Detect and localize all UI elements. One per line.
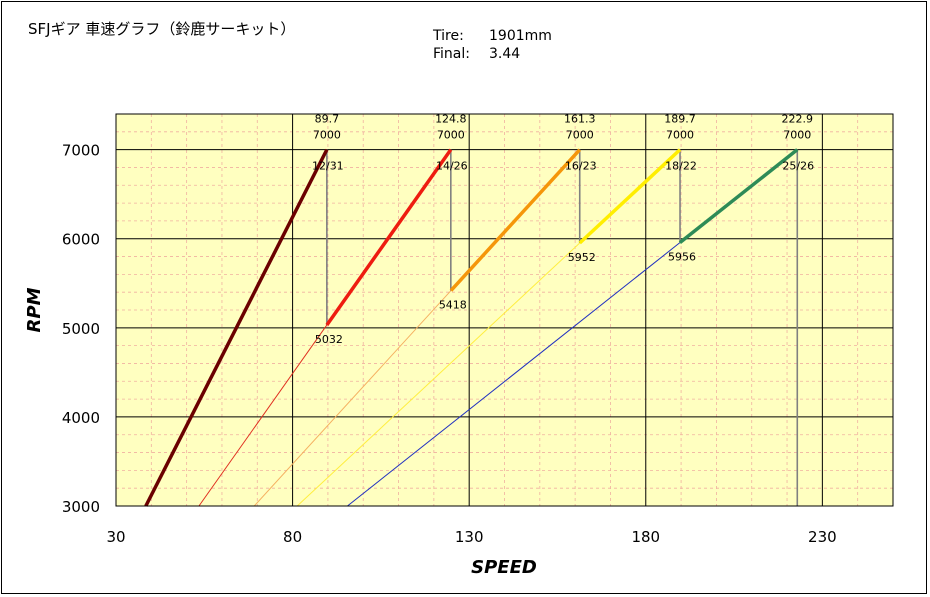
gear-rpm-curve [253, 290, 452, 507]
gear-ratio-label: 14/26 [436, 160, 468, 173]
final-value: 3.44 [489, 46, 521, 62]
final-label: Final: [433, 46, 470, 62]
shift-rpm-label: 5032 [315, 333, 343, 346]
x-tick-label: 180 [631, 528, 660, 546]
gear-annotations: 89.7 7000 12/31 124.8 7000 14/26 161.3 7000 16/2… [312, 113, 814, 346]
gear-power-band [678, 148, 799, 245]
top-speed-label: 161.3 [564, 113, 596, 126]
top-speed-label: 189.7 [664, 113, 696, 126]
top-rpm-label: 7000 [666, 129, 694, 142]
shift-rpm-label: 5418 [439, 299, 467, 312]
gear-power-band [144, 148, 329, 507]
x-axis-title: SPEED [471, 557, 537, 578]
gear-ratio-label: 18/22 [665, 160, 697, 173]
top-speed-label: 89.7 [315, 113, 340, 126]
gear-rpm-curve [296, 242, 581, 507]
gear-ratio-label: 16/23 [565, 160, 597, 173]
gear-ratio-label: 25/26 [782, 160, 814, 173]
x-tick-label: 230 [808, 528, 837, 546]
gear-ratio-label: 12/31 [312, 160, 344, 173]
y-tick-label: 7000 [62, 142, 100, 160]
top-speed-label: 222.9 [782, 113, 814, 126]
top-rpm-label: 7000 [566, 129, 594, 142]
plot-border [115, 113, 894, 507]
x-tick-label: 80 [283, 528, 302, 546]
top-speed-label: 124.8 [435, 113, 467, 126]
y-tick-label: 4000 [62, 409, 100, 427]
gear-power-band [578, 148, 682, 245]
x-tick-label: 130 [455, 528, 484, 546]
top-rpm-label: 7000 [783, 129, 811, 142]
major-gridlines [116, 114, 893, 506]
y-tick-label: 6000 [62, 231, 100, 249]
gear-rpm-curves [198, 242, 681, 507]
gear-rpm-curve [198, 324, 328, 507]
gear-power-band [325, 148, 453, 326]
tire-label: Tire: [433, 28, 464, 44]
y-tick-label: 5000 [62, 320, 100, 338]
top-rpm-label: 7000 [313, 129, 341, 142]
shift-drop-lines [326, 149, 799, 506]
y-axis-title: RPM [24, 287, 45, 332]
gear-power-band [449, 148, 582, 292]
x-axis-ticks: 30 80 130 180 230 [106, 528, 836, 546]
x-tick-label: 30 [106, 528, 125, 546]
tire-value: 1901mm [489, 28, 552, 44]
chart-title: SFJギア 車速グラフ（鈴鹿サーキット） [28, 20, 296, 38]
shift-rpm-label: 5956 [668, 251, 696, 264]
gear-power-band-lines [144, 148, 799, 507]
gear-rpm-curve [347, 242, 681, 507]
minor-gridlines [116, 114, 893, 506]
y-axis-ticks: 3000 4000 5000 6000 7000 [62, 142, 100, 516]
shift-rpm-label: 5952 [568, 251, 596, 264]
y-tick-label: 3000 [62, 498, 100, 516]
top-rpm-label: 7000 [437, 129, 465, 142]
